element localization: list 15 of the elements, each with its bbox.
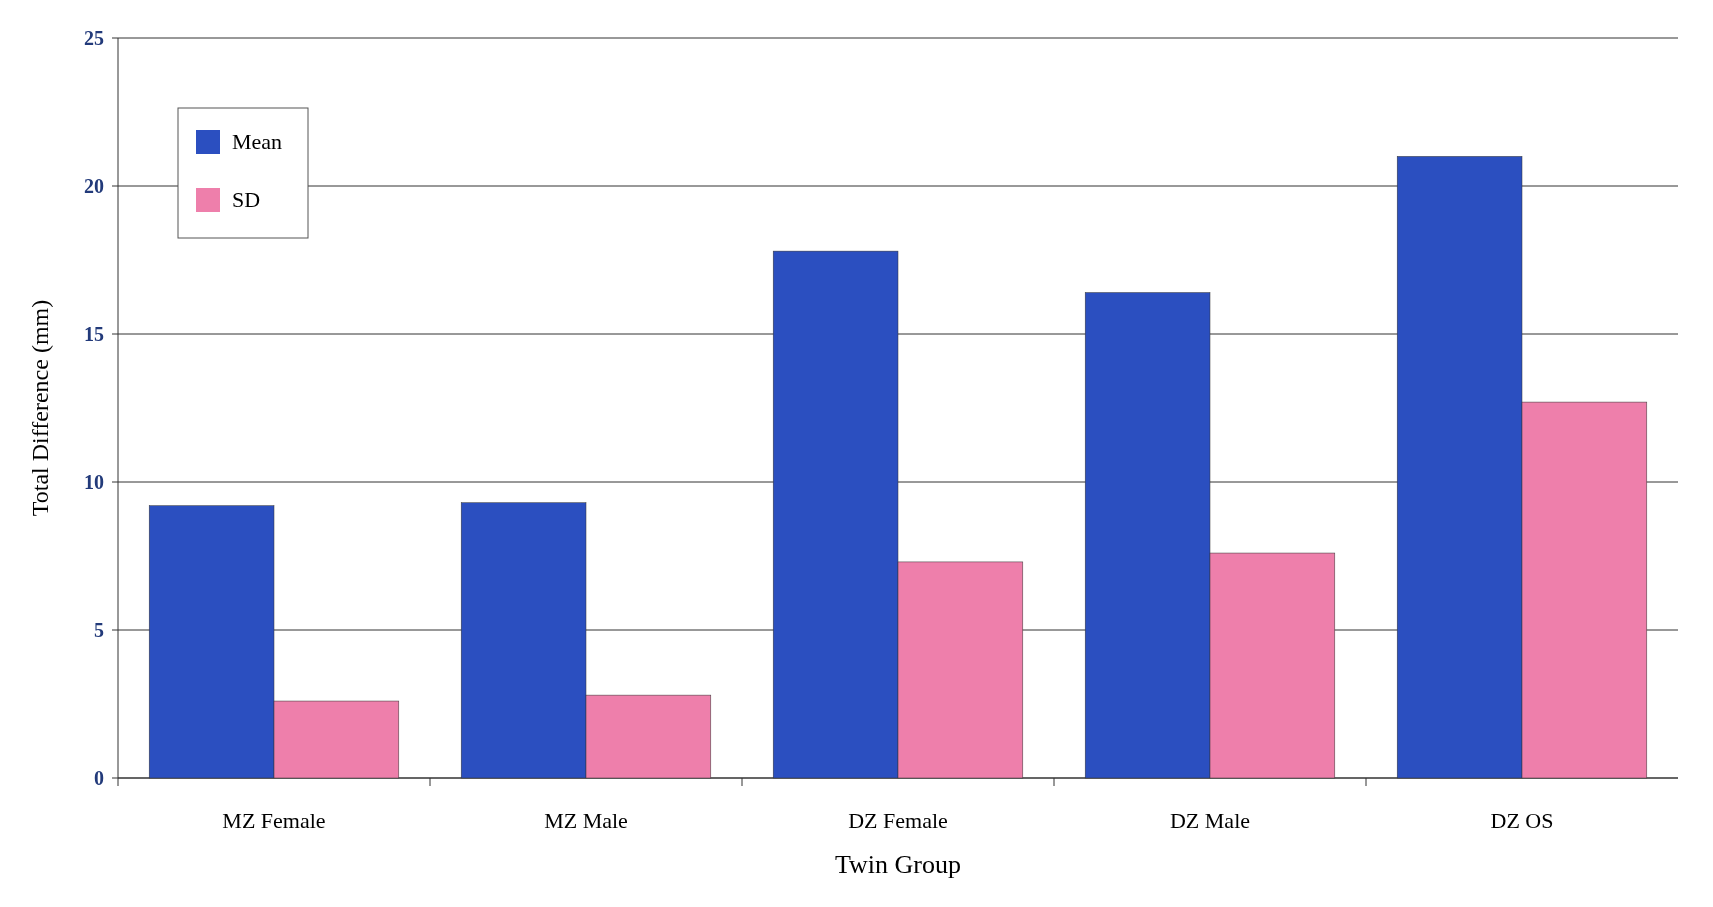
x-tick-label: DZ Male [1169, 808, 1251, 833]
y-axis-title: Total Difference (mm) [27, 299, 53, 517]
x-tick-label: MZ Female [222, 808, 326, 833]
y-tick-label: 15 [84, 323, 104, 345]
legend-label: SD [232, 187, 261, 212]
y-tick-label: 10 [84, 471, 104, 493]
x-axis-title: Twin Group [834, 850, 962, 879]
y-tick-label: 20 [84, 175, 104, 197]
x-tick-label: DZ OS [1490, 808, 1554, 833]
x-tick-label: MZ Male [544, 808, 628, 833]
legend-label: Mean [232, 129, 283, 154]
y-tick-label: 5 [94, 619, 104, 641]
y-tick-label: 25 [84, 27, 104, 49]
y-tick-label: 0 [94, 767, 104, 789]
x-tick-label: DZ Female [848, 808, 948, 833]
